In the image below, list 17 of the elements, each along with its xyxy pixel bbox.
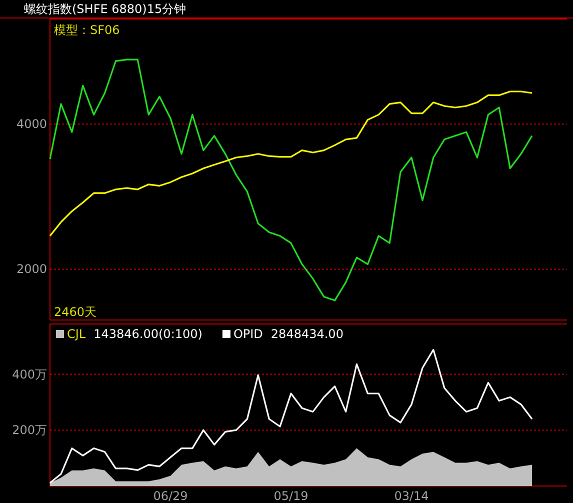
y-tick-label: 2000 bbox=[16, 262, 47, 276]
x-tick-label: 05/19 bbox=[274, 489, 308, 503]
legend-label: OPID bbox=[233, 327, 263, 341]
legend-label: CJL bbox=[67, 327, 86, 341]
x-tick-label: 06/29 bbox=[153, 489, 188, 503]
annotation: 2848434.00 bbox=[270, 327, 344, 341]
y-tick-label: 4000 bbox=[16, 117, 47, 132]
annotation: 模型：SF06 bbox=[54, 23, 120, 37]
x-tick-label: 03/14 bbox=[394, 489, 429, 503]
y-tick-label: 400万 bbox=[12, 367, 47, 382]
y-tick-label: 200万 bbox=[12, 423, 47, 438]
chart-title: 螺纹指数(SHFE 6880)15分钟 bbox=[24, 2, 186, 16]
line-series bbox=[49, 348, 533, 484]
line-series bbox=[49, 58, 533, 302]
annotation: 2460天 bbox=[54, 305, 97, 319]
annotation: 143846.00(0:100) bbox=[94, 327, 202, 341]
line-series bbox=[49, 90, 533, 237]
